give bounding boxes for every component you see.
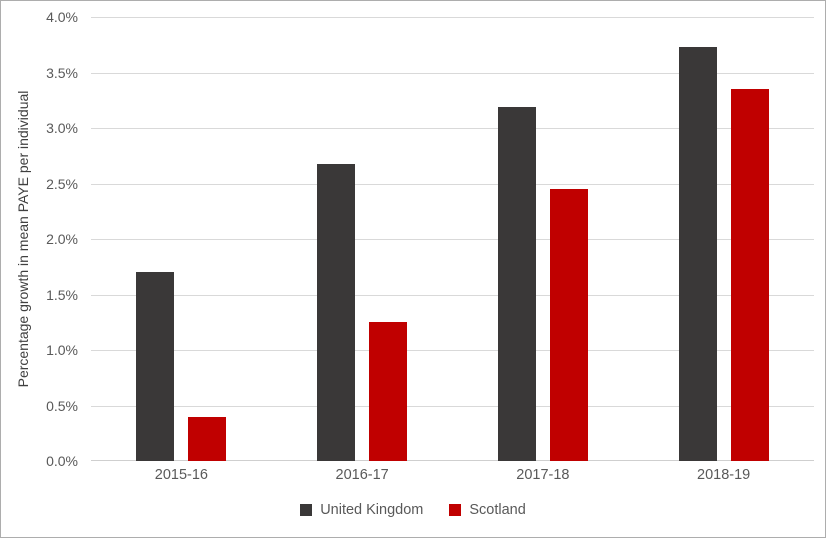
- gridline: [91, 183, 814, 185]
- y-tick-label: 0.0%: [46, 453, 78, 469]
- legend-item-united-kingdom: United Kingdom: [300, 502, 423, 518]
- bar-scotland-2015-16: [188, 416, 227, 461]
- legend-label: United Kingdom: [320, 502, 424, 518]
- bar-united-kingdom-2016-17: [317, 163, 356, 461]
- bar-united-kingdom-2018-19: [678, 46, 717, 461]
- bar-group-2016-17: [272, 17, 453, 461]
- gridline: [91, 294, 814, 296]
- y-tick-label: 2.5%: [46, 175, 78, 192]
- y-tick-label: 4.0%: [46, 9, 78, 25]
- gridline: [91, 405, 814, 407]
- bar-united-kingdom-2017-18: [497, 106, 536, 461]
- x-axis-tick-labels: 2015-16 2016-17 2017-18 2018-19: [91, 467, 814, 483]
- x-tick-label-2017-18: 2017-18: [516, 467, 570, 483]
- bar-scotland-2018-19: [730, 89, 769, 461]
- bar-group-2018-19: [633, 17, 814, 461]
- legend: United Kingdom Scotland: [1, 502, 825, 518]
- bar-scotland-2017-18: [549, 189, 588, 461]
- gridline: [91, 350, 814, 351]
- legend-item-scotland: Scotland: [449, 502, 526, 518]
- bar-group-2015-16: [91, 17, 272, 461]
- y-tick-label: 0.5%: [46, 397, 78, 414]
- bar-groups: [91, 17, 814, 461]
- x-tick-label-2015-16: 2015-16: [154, 467, 208, 483]
- gridline: [91, 17, 814, 18]
- x-axis-line: [91, 460, 814, 461]
- bar-group-2017-18: [453, 17, 634, 461]
- bar-united-kingdom-2015-16: [136, 272, 175, 461]
- gridline: [91, 239, 814, 240]
- bar-scotland-2016-17: [369, 322, 408, 461]
- x-tick-label-2016-17: 2016-17: [335, 467, 389, 483]
- gridline: [91, 72, 814, 74]
- y-tick-label: 3.5%: [46, 64, 78, 81]
- legend-label: Scotland: [469, 502, 526, 518]
- legend-swatch-icon: [300, 504, 313, 516]
- y-tick-label: 3.0%: [46, 120, 78, 136]
- y-tick-label: 2.0%: [46, 231, 78, 247]
- gridline: [91, 128, 814, 129]
- y-axis-tick-labels: 0.0% 0.5% 1.0% 1.5% 2.0% 2.5% 3.0% 3.5% 4.0%: [1, 9, 78, 469]
- plot-area: [91, 17, 814, 461]
- gridlines: [91, 17, 814, 461]
- y-tick-label: 1.5%: [46, 286, 78, 303]
- legend-swatch-icon: [449, 504, 462, 516]
- x-tick-label-2018-19: 2018-19: [697, 467, 751, 483]
- y-tick-label: 1.0%: [46, 342, 78, 358]
